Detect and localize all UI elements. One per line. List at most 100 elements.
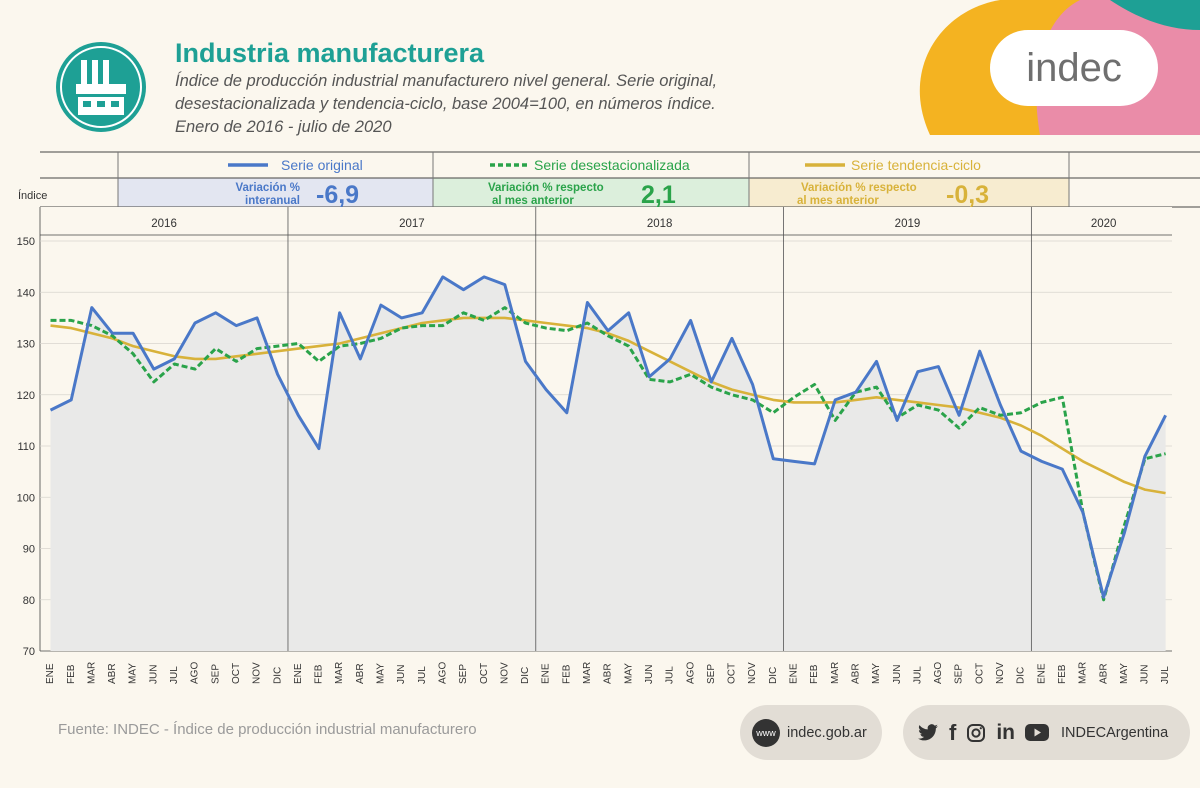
original-area-fill	[50, 276, 1166, 651]
youtube-icon[interactable]	[1025, 724, 1049, 741]
x-tick-label: JUN	[892, 665, 903, 684]
x-tick-label: SEP	[706, 664, 717, 684]
x-tick-label: NOV	[252, 662, 263, 684]
year-label: 2019	[895, 218, 921, 230]
y-tick-label: 100	[17, 492, 35, 504]
stat-tendencia-value: -0,3	[946, 181, 989, 209]
legend-label-tendencia: Serie tendencia-ciclo	[851, 157, 981, 173]
x-tick-label: MAY	[871, 663, 882, 684]
year-label: 2017	[399, 218, 425, 230]
x-tick-label: ABR	[603, 663, 614, 684]
plot-area: 2016 2017 2018 2019 2020 70 80 90 100 110 120 130 1…	[17, 207, 1172, 684]
stat-mensual-label-2: al mes anterior	[492, 195, 574, 207]
x-tick-label: ENE	[541, 663, 552, 684]
x-tick-label: DIC	[520, 667, 531, 684]
year-separators	[287, 207, 1032, 651]
x-tick-label: MAR	[334, 662, 345, 684]
year-label: 2020	[1091, 218, 1117, 230]
linkedin-icon[interactable]: in	[996, 720, 1015, 744]
x-tick-label: SEP	[954, 664, 965, 684]
x-tick-label: JUN	[1140, 665, 1151, 684]
chart: Serie original Serie desestacionalizada …	[17, 151, 1200, 684]
y-tick-labels: 70 80 90 100 110 120 130 140 150	[17, 236, 35, 658]
stat-interanual-value: -6,9	[316, 181, 359, 209]
x-tick-label: ABR	[850, 663, 861, 684]
x-tick-label: JUN	[396, 665, 407, 684]
x-tick-label: ABR	[1098, 663, 1109, 684]
x-tick-label: ABR	[107, 663, 118, 684]
social-handle: INDECArgentina	[1061, 724, 1169, 741]
x-tick-label: AGO	[933, 662, 944, 684]
series-original-line	[49, 275, 1167, 599]
x-tick-label: JUL	[1160, 666, 1171, 684]
x-tick-label: ENE	[45, 663, 56, 684]
page-title: Industria manufacturera	[175, 38, 485, 68]
source-note: Fuente: INDEC - Índice de producción ind…	[58, 721, 477, 738]
subtitle-line-1: Índice de producción industrial manufact…	[175, 72, 718, 90]
subtitle-line-2: desestacionalizada y tendencia-ciclo, ba…	[175, 95, 716, 113]
series-desest-line	[50, 306, 1166, 602]
y-tick-label: 120	[17, 390, 35, 402]
x-tick-label: NOV	[499, 662, 510, 684]
logo-text: indec	[1026, 45, 1122, 90]
website-label: indec.gob.ar	[787, 724, 867, 741]
y-tick-label: 140	[17, 287, 35, 299]
y-tick-label: 150	[17, 236, 35, 248]
x-tick-label: MAY	[623, 663, 634, 684]
stat-interanual-label-2: interanual	[245, 195, 300, 207]
legend-table: Serie original Serie desestacionalizada …	[18, 151, 1200, 209]
x-tick-label: ENE	[1036, 663, 1047, 684]
x-tick-label: AGO	[437, 662, 448, 684]
stat-interanual-label-1: Variación %	[235, 182, 300, 194]
x-tick-label: MAR	[86, 662, 97, 684]
x-tick-label: MAR	[1078, 662, 1089, 684]
legend-label-desest: Serie desestacionalizada	[534, 157, 690, 173]
x-tick-label: MAY	[1119, 663, 1130, 684]
x-tick-label: OCT	[231, 663, 242, 684]
x-tick-label: SEP	[458, 664, 469, 684]
social-links: f in INDECArgentina	[903, 705, 1190, 760]
x-tick-label: MAR	[582, 662, 593, 684]
x-tick-label: FEB	[314, 664, 325, 684]
y-tick-label: 80	[23, 595, 35, 607]
box-original	[118, 178, 433, 207]
x-tick-label: FEB	[1057, 664, 1068, 684]
instagram-icon[interactable]	[966, 723, 986, 743]
subtitle-line-3: Enero de 2016 - julio de 2020	[175, 118, 392, 136]
series-tendencia-line	[50, 316, 1166, 495]
x-tick-label: FEB	[66, 664, 77, 684]
x-tick-label: DIC	[1016, 667, 1027, 684]
x-tick-label: OCT	[974, 663, 985, 684]
www-icon: www	[752, 718, 780, 747]
x-tick-label: JUL	[665, 666, 676, 684]
x-tick-label: NOV	[995, 662, 1006, 684]
x-tick-label: FEB	[809, 664, 820, 684]
x-tick-label: OCT	[727, 663, 738, 684]
x-tick-label: JUN	[148, 665, 159, 684]
x-tick-label: ABR	[355, 663, 366, 684]
year-label: 2018	[647, 218, 673, 230]
twitter-icon[interactable]	[917, 723, 939, 742]
website-link[interactable]: www indec.gob.ar	[740, 705, 882, 760]
box-desest	[433, 178, 749, 207]
x-tick-label: MAY	[376, 663, 387, 684]
y-axis-title: Índice	[18, 189, 47, 202]
year-label: 2016	[151, 218, 177, 230]
x-tick-label: JUL	[912, 666, 923, 684]
x-tick-label: AGO	[685, 662, 696, 684]
x-tick-labels: ENE FEB MAR ABR MAY JUN JUL AGO SEP OCT NOV DIC ENE F…	[45, 662, 1171, 684]
box-tendencia	[749, 178, 1069, 207]
y-tick-label: 110	[17, 441, 35, 453]
stat-tendencia-label-1: Variación % respecto	[801, 182, 917, 194]
x-tick-label: JUN	[644, 665, 655, 684]
y-tick-label: 90	[23, 544, 35, 556]
factory-icon	[56, 42, 146, 132]
x-tick-label: ENE	[293, 663, 304, 684]
x-tick-label: ENE	[789, 663, 800, 684]
stat-mensual-value: 2,1	[641, 181, 676, 209]
x-tick-label: JUL	[417, 666, 428, 684]
x-tick-label: FEB	[561, 664, 572, 684]
facebook-icon[interactable]: f	[949, 719, 957, 745]
series-lines	[49, 275, 1167, 602]
x-tick-label: DIC	[768, 667, 779, 684]
